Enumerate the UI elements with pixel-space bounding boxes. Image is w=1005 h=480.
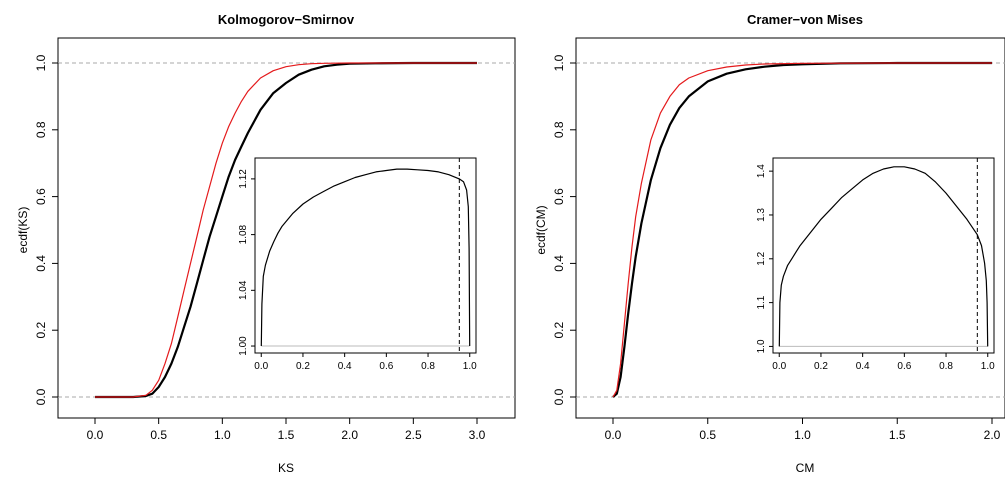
inset-y-tick-label: 1.00	[238, 336, 249, 356]
inset-y-tick-label: 1.1	[756, 295, 767, 309]
y-tick-label: 1.0	[552, 54, 566, 71]
y-tick-label: 0.4	[34, 255, 48, 272]
inset-y-tick-label: 1.3	[756, 208, 767, 222]
x-tick-label: 2.0	[341, 428, 358, 442]
inset-y-tick-label: 1.2	[756, 251, 767, 265]
inset-x-tick-label: 0.2	[814, 361, 828, 372]
chart-title: Cramer−von Mises	[747, 12, 863, 27]
inset-x-tick-label: 0.8	[421, 361, 435, 372]
inset-x-tick-label: 0.6	[897, 361, 911, 372]
inset-curve	[260, 168, 471, 347]
inset-y-tick-label: 1.12	[238, 169, 249, 189]
cm-panel: Cramer−von Mises CM ecdf(CM) 0.0 0.5 1.0 1.…	[534, 12, 1005, 475]
chart-title: Kolmogorov−Smirnov	[218, 12, 355, 27]
x-tick-label: 1.0	[214, 428, 231, 442]
inset-x-tick-label: 0.0	[254, 361, 268, 372]
x-tick-label: 2.5	[405, 428, 422, 442]
inset-y-tick-label: 1.04	[238, 280, 249, 300]
y-tick-label: 0.6	[552, 188, 566, 205]
x-tick-label: 0.0	[87, 428, 104, 442]
series-line-black	[612, 61, 992, 398]
inset-frame	[254, 157, 477, 354]
y-tick-label: 0.8	[34, 121, 48, 138]
series-line-red	[95, 62, 477, 398]
ks-panel: Kolmogorov−Smirnov KS ecdf(KS) 0.0 0.5 1.0…	[16, 12, 516, 475]
inset-y-tick-label: 1.08	[238, 224, 249, 244]
inset-y-tick-label: 1.4	[756, 164, 767, 178]
y-tick-label: 0.0	[552, 388, 566, 405]
y-tick-label: 0.8	[552, 121, 566, 138]
inset-x-tick-label: 0.4	[338, 361, 352, 372]
x-tick-label: 0.5	[150, 428, 167, 442]
inset-curve	[778, 166, 989, 347]
x-tick-label: 2.0	[984, 428, 1001, 442]
series-line-red	[612, 62, 992, 398]
inset-y-tick-label: 1.0	[756, 339, 767, 353]
y-tick-label: 1.0	[34, 54, 48, 71]
x-axis-label: CM	[796, 461, 815, 475]
inset-x-tick-label: 0.0	[772, 361, 786, 372]
y-tick-label: 0.4	[552, 255, 566, 272]
y-axis-label: ecdf(KS)	[16, 207, 30, 254]
x-tick-label: 1.5	[278, 428, 295, 442]
y-tick-label: 0.6	[34, 188, 48, 205]
x-axis-label: KS	[278, 461, 294, 475]
series-line-black	[95, 61, 477, 399]
inset-x-tick-label: 1.0	[981, 361, 995, 372]
x-tick-label: 0.5	[699, 428, 716, 442]
x-tick-label: 3.0	[469, 428, 486, 442]
inset-x-tick-label: 0.4	[856, 361, 870, 372]
inset-x-tick-label: 0.8	[939, 361, 953, 372]
x-tick-label: 1.0	[794, 428, 811, 442]
inset-x-tick-label: 0.6	[379, 361, 393, 372]
y-tick-label: 0.2	[552, 322, 566, 339]
inset-x-tick-label: 0.2	[296, 361, 310, 372]
y-tick-label: 0.0	[34, 388, 48, 405]
inset-frame	[772, 157, 995, 354]
y-tick-label: 0.2	[34, 322, 48, 339]
y-axis-label: ecdf(CM)	[534, 205, 548, 254]
inset-x-tick-label: 1.0	[463, 361, 477, 372]
x-tick-label: 0.0	[605, 428, 622, 442]
x-tick-label: 1.5	[889, 428, 906, 442]
